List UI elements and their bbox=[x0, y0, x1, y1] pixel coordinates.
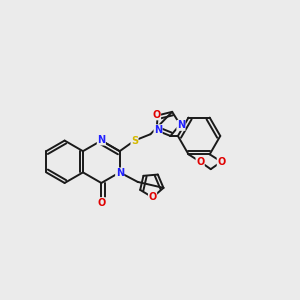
Text: O: O bbox=[196, 157, 204, 167]
Text: O: O bbox=[97, 198, 106, 208]
Text: N: N bbox=[177, 120, 185, 130]
Text: N: N bbox=[97, 135, 105, 145]
Text: O: O bbox=[217, 157, 226, 167]
Text: N: N bbox=[116, 168, 124, 178]
Text: N: N bbox=[154, 125, 162, 135]
Text: O: O bbox=[148, 192, 157, 202]
Text: O: O bbox=[152, 110, 160, 120]
Text: S: S bbox=[131, 136, 138, 146]
